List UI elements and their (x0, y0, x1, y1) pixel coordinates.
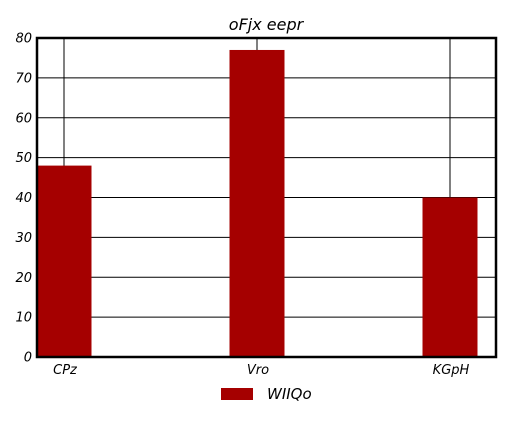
legend: WIIQo (221, 385, 312, 403)
bars (37, 49, 478, 358)
x-tick-label: Vro (247, 363, 269, 378)
y-tick-label: 80 (15, 32, 32, 47)
y-tick-label: 50 (15, 151, 32, 166)
x-tick-label: KGpH (433, 363, 470, 378)
y-tick-label: 70 (15, 71, 32, 86)
y-tick-label: 10 (15, 311, 32, 326)
y-tick-label: 30 (15, 231, 32, 246)
y-axis: 0 10 20 30 40 50 60 70 80 (15, 32, 32, 366)
chart-title: oFjx eepr (229, 15, 305, 34)
legend-label: WIIQo (267, 385, 312, 403)
y-tick-label: 40 (15, 191, 32, 206)
y-tick-label: 20 (15, 271, 32, 286)
bar-kgph (422, 197, 478, 357)
x-axis: CPz Vro KGpH (53, 363, 469, 378)
y-tick-label: 0 (24, 351, 32, 366)
legend-swatch (221, 388, 253, 400)
bar-vro (229, 49, 285, 358)
x-tick-label: CPz (53, 363, 78, 378)
plot-area-frame (35, 36, 498, 359)
y-tick-label: 60 (15, 111, 32, 126)
bar-cpz (37, 165, 92, 357)
